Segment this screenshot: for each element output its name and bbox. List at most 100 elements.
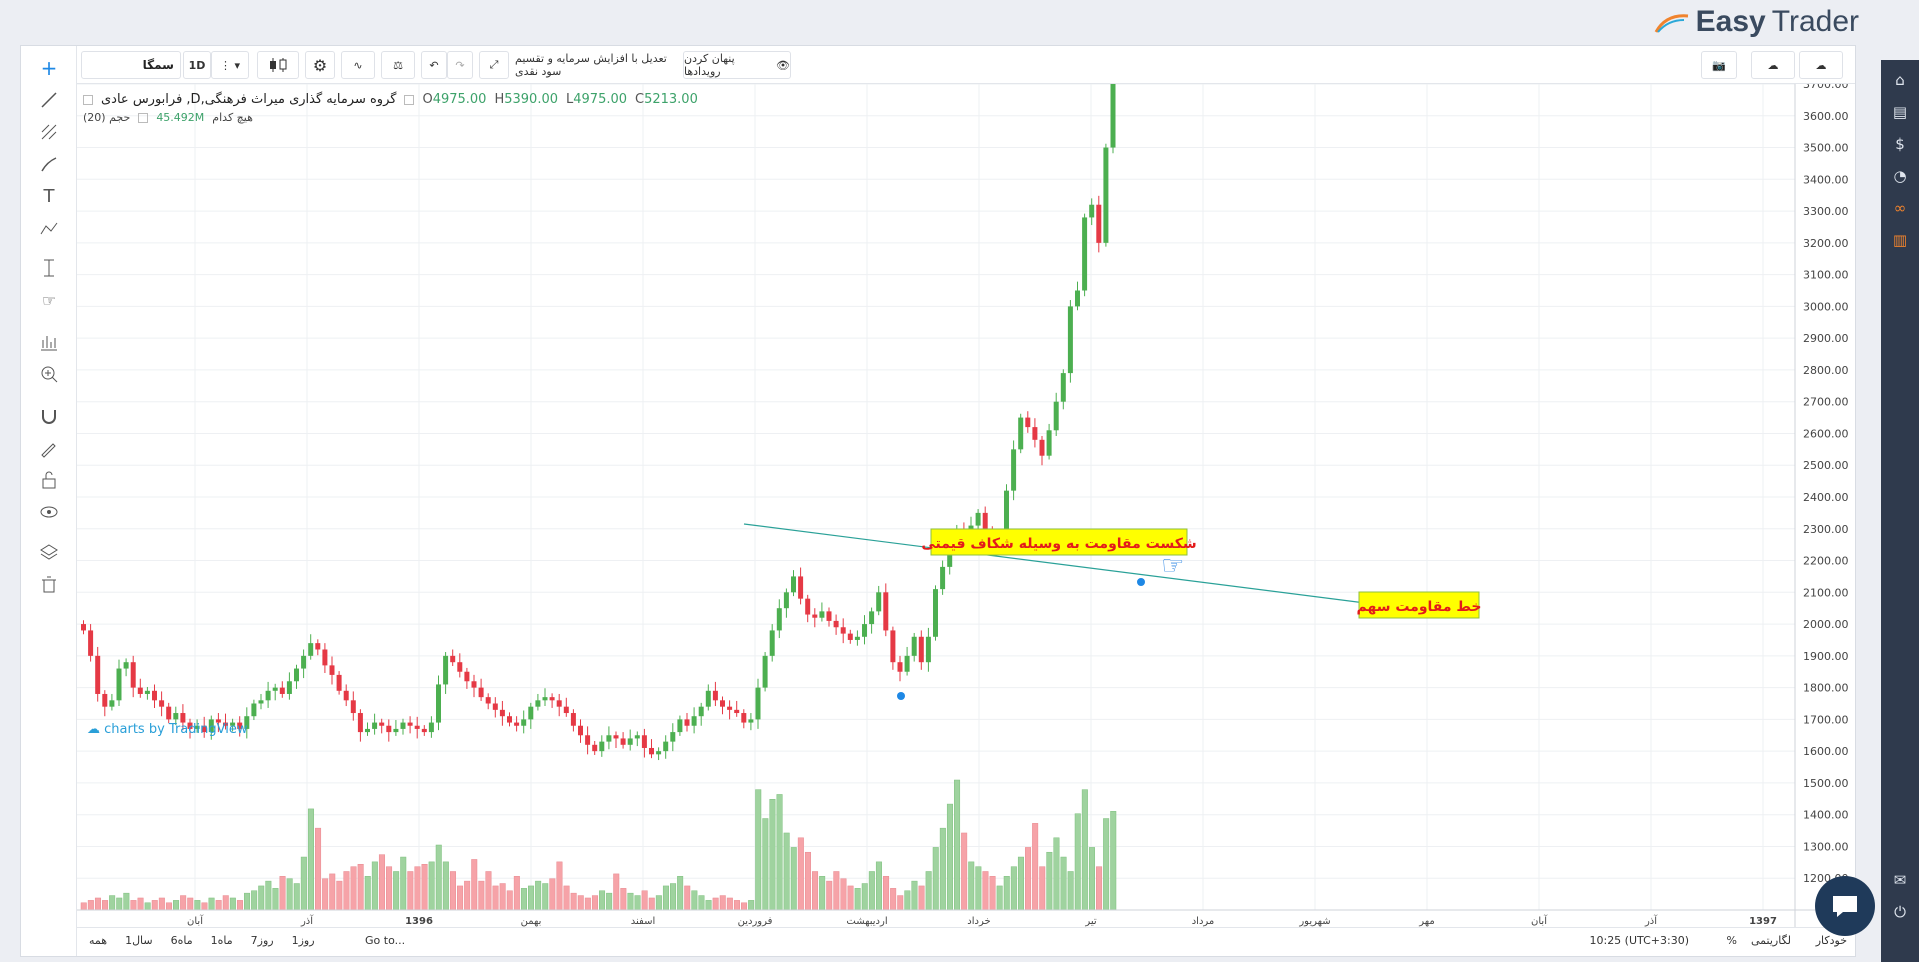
candle-body bbox=[272, 687, 278, 691]
chart-area[interactable]: 3700.00 3600.00 3500.00 3400.00 3300.00 3200.… bbox=[77, 77, 1857, 956]
auto-toggle[interactable]: خودکار bbox=[1815, 934, 1847, 947]
pitchfork-icon[interactable] bbox=[35, 118, 63, 146]
undo-button[interactable]: ↶ bbox=[421, 51, 447, 79]
adjust-toggle[interactable]: تعدیل با افزایش سرمایه و تقسیم سود نقدی bbox=[515, 51, 679, 79]
eye-icon[interactable] bbox=[35, 498, 63, 526]
save-cloud-button[interactable]: ☁ bbox=[1799, 51, 1843, 79]
redo-button[interactable]: ↷ bbox=[447, 51, 473, 79]
volume-bar bbox=[343, 871, 350, 911]
collapse-legend-icon[interactable] bbox=[83, 94, 93, 105]
candle-body bbox=[407, 722, 413, 726]
x-tick-label: آذر bbox=[1644, 914, 1658, 927]
home-icon[interactable]: ⌂ bbox=[1895, 71, 1905, 89]
range-button[interactable]: 7روز bbox=[250, 934, 274, 947]
portfolio-icon[interactable]: ▤ bbox=[1892, 103, 1908, 121]
crosshair-icon[interactable]: + bbox=[40, 56, 58, 80]
zoom-in-icon[interactable] bbox=[35, 360, 63, 388]
percent-toggle[interactable]: % bbox=[1726, 934, 1737, 947]
interval-menu-button[interactable]: ⋮ ▾ bbox=[211, 51, 249, 79]
chart-style-button[interactable] bbox=[257, 51, 299, 79]
candle-body bbox=[1053, 401, 1059, 431]
candle-body bbox=[542, 697, 548, 701]
volume-bar bbox=[584, 897, 591, 911]
candle-body bbox=[1039, 439, 1045, 456]
range-button[interactable]: 1ماه bbox=[210, 934, 233, 947]
candle-body bbox=[556, 700, 562, 707]
unlock-icon[interactable] bbox=[35, 466, 63, 494]
volume-bar bbox=[1067, 871, 1074, 911]
candle-body bbox=[159, 700, 165, 707]
zoom-range-icon[interactable] bbox=[35, 328, 63, 356]
redo-icon: ↷ bbox=[455, 58, 465, 72]
candle-body bbox=[1011, 449, 1017, 491]
y-tick-label: 1500.00 bbox=[1803, 777, 1849, 790]
fullscreen-button[interactable]: ⤢ bbox=[479, 51, 509, 79]
timezone-label[interactable]: 10:25 (UTC+3:30) bbox=[1589, 934, 1689, 947]
range-button[interactable]: 6ماه bbox=[170, 934, 193, 947]
range-button[interactable]: همه bbox=[89, 934, 108, 947]
volume-settings-icon[interactable] bbox=[138, 112, 149, 123]
volume-bar bbox=[307, 808, 314, 911]
volume-bar bbox=[868, 871, 875, 911]
candle-body bbox=[421, 728, 427, 733]
settings-button[interactable]: ⚙ bbox=[305, 51, 335, 79]
candle-body bbox=[109, 700, 115, 707]
range-button[interactable]: 1روز bbox=[291, 934, 315, 947]
chat-icon[interactable]: ✉ bbox=[1893, 871, 1907, 889]
volume-bar bbox=[712, 897, 719, 911]
bar-chart-icon[interactable]: ▥ bbox=[1892, 231, 1908, 249]
measure-icon[interactable] bbox=[35, 254, 63, 282]
price-chart[interactable]: 3700.00 3600.00 3500.00 3400.00 3300.00 3200.… bbox=[77, 77, 1857, 956]
candle-body bbox=[627, 738, 633, 745]
candle-body bbox=[940, 566, 946, 590]
volume-bar bbox=[173, 900, 180, 911]
interval-button[interactable]: 1D bbox=[183, 51, 211, 79]
x-tick-label: مهر bbox=[1418, 916, 1434, 927]
chat-fab-button[interactable] bbox=[1815, 876, 1875, 936]
load-cloud-button[interactable]: ☁ bbox=[1751, 51, 1795, 79]
range-button[interactable]: 1سال bbox=[125, 934, 153, 947]
lock-drawings-icon[interactable] bbox=[35, 434, 63, 462]
log-toggle[interactable]: لگاریتمی bbox=[1751, 934, 1791, 947]
indicators-button[interactable]: ∿ bbox=[341, 51, 375, 79]
symbol-input[interactable]: سمگا bbox=[81, 51, 181, 79]
chart-panel: + T ☞ سمگا 1D ⋮ ▾ ⚙ ∿ ⚖ bbox=[20, 45, 1857, 957]
candle-body bbox=[514, 722, 520, 726]
compare-button[interactable]: ⚖ bbox=[381, 51, 415, 79]
layers-icon[interactable] bbox=[35, 538, 63, 566]
trash-icon[interactable] bbox=[35, 570, 63, 598]
volume-bar bbox=[549, 878, 556, 911]
tradingview-watermark[interactable]: ☁ charts by TradingView bbox=[87, 722, 247, 737]
goto-button[interactable]: Go to... bbox=[365, 934, 406, 947]
candle-body bbox=[720, 700, 725, 707]
legend-settings-icon[interactable] bbox=[404, 94, 415, 105]
candle-body bbox=[769, 630, 775, 656]
brush-icon[interactable] bbox=[35, 150, 63, 178]
volume-bar bbox=[691, 890, 698, 911]
candle-body bbox=[911, 636, 917, 656]
hide-events-button[interactable]: پنهان کردن رویدادها 👁 bbox=[683, 51, 791, 79]
magnet-icon[interactable] bbox=[35, 402, 63, 430]
volume-bar bbox=[336, 880, 343, 911]
text-tool-icon[interactable]: T bbox=[43, 185, 55, 207]
money-bag-icon[interactable]: $ bbox=[1895, 135, 1905, 153]
volume-bar bbox=[442, 861, 449, 911]
x-tick-label: بهمن bbox=[521, 916, 542, 927]
pattern-icon[interactable] bbox=[35, 214, 63, 242]
binoculars-icon[interactable]: ∞ bbox=[1893, 199, 1907, 217]
power-icon[interactable]: ⏻ bbox=[1894, 903, 1906, 921]
volume-bar bbox=[300, 856, 307, 911]
volume-bar bbox=[102, 900, 109, 911]
candle-body bbox=[372, 722, 378, 729]
cloud-download-icon: ☁ bbox=[1767, 58, 1779, 72]
volume-bar bbox=[215, 900, 222, 911]
y-tick-label: 1400.00 bbox=[1803, 809, 1849, 822]
trend-line-icon[interactable] bbox=[35, 86, 63, 114]
snapshot-button[interactable]: 📷 bbox=[1701, 51, 1737, 79]
candle-body bbox=[507, 716, 512, 723]
brand-logo[interactable]: Easy Trader bbox=[1654, 4, 1859, 40]
hand-pointer-icon[interactable]: ☞ bbox=[41, 290, 57, 310]
pie-chart-icon[interactable]: ◔ bbox=[1893, 167, 1907, 185]
volume-bar bbox=[627, 892, 634, 911]
candle-body bbox=[712, 690, 718, 701]
